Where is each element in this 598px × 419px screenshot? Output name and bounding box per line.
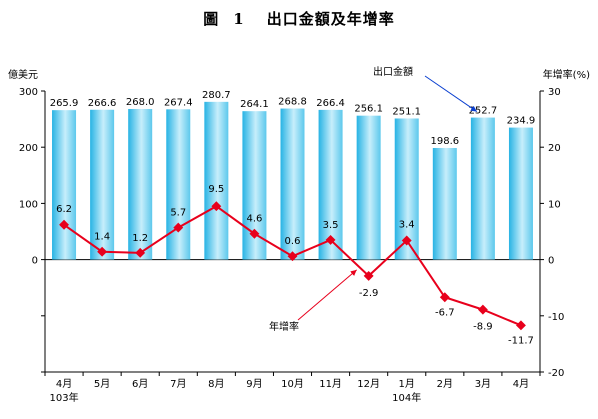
x-tick-label: 10月 <box>281 378 304 390</box>
annotation-export-label: 出口金額 <box>373 65 413 78</box>
line-value-label: 9.5 <box>208 184 224 195</box>
bar-value-label: 252.7 <box>469 106 498 117</box>
x-tick-label: 11月 <box>319 378 342 390</box>
left-tick-label: 200 <box>19 143 38 154</box>
right-axis-title: 年增率(%) <box>543 68 590 81</box>
line-value-label: 5.7 <box>170 208 186 219</box>
bar-value-label: 268.8 <box>278 97 307 108</box>
line-value-label: 6.2 <box>56 204 72 215</box>
bar-value-label: 264.1 <box>240 99 269 110</box>
bar <box>90 109 115 260</box>
right-tick-label: 20 <box>548 143 561 154</box>
bar <box>128 108 153 260</box>
growth-point <box>439 292 450 303</box>
line-value-label: 1.4 <box>94 232 110 243</box>
bar-value-label: 268.0 <box>126 97 155 108</box>
growth-point <box>325 234 336 245</box>
growth-point <box>249 228 260 239</box>
title-text: 出口金額及年增率 <box>266 10 395 28</box>
growth-point <box>173 222 184 233</box>
right-tick-label: 10 <box>548 199 561 210</box>
line-value-label: -8.9 <box>473 322 493 333</box>
x-tick-label: 3月 <box>475 378 491 390</box>
bar-value-label: 198.6 <box>430 136 459 147</box>
growth-point <box>401 235 412 246</box>
annotation-growth-label: 年增率 <box>269 320 299 333</box>
bar <box>470 117 495 260</box>
bar-value-label: 251.1 <box>392 106 421 117</box>
line-value-label: 0.6 <box>285 236 301 247</box>
line-value-label: 4.6 <box>246 214 262 225</box>
left-axis-title: 億美元 <box>8 68 38 81</box>
x-tick-label: 12月 <box>357 378 380 390</box>
x-tick-label: 5月 <box>94 378 110 390</box>
bar <box>356 115 381 260</box>
right-tick-label: 0 <box>548 256 554 267</box>
growth-point <box>287 251 298 262</box>
growth-point <box>211 201 222 212</box>
data-labels: 265.9 266.6 268.0 267.4 280.7 264.1 268.8 266.4… <box>50 90 536 347</box>
right-tick-label: -10 <box>548 312 564 323</box>
bar-value-label: 267.4 <box>164 97 193 108</box>
line-series <box>59 201 526 331</box>
right-tick-label: -20 <box>548 368 564 379</box>
bar <box>166 109 191 260</box>
growth-point <box>516 320 526 331</box>
x-tick-label: 9月 <box>246 378 262 390</box>
bar <box>508 127 533 260</box>
title-prefix: 圖 <box>203 10 220 28</box>
x-year-label: 103年 <box>49 391 78 404</box>
line-value-label: 3.5 <box>323 220 339 231</box>
left-tick-label: 0 <box>32 256 38 267</box>
right-tick-label: 30 <box>548 87 561 98</box>
growth-point <box>363 270 374 281</box>
bar-value-label: 265.9 <box>50 98 79 109</box>
x-tick-label: 8月 <box>208 378 224 390</box>
bar-value-label: 266.6 <box>88 98 117 109</box>
line-value-label: -6.7 <box>435 307 455 318</box>
left-tick-label: 100 <box>19 199 38 210</box>
x-tick-label: 2月 <box>437 378 453 390</box>
annotation-export-arrow <box>424 75 478 112</box>
growth-point <box>59 219 69 230</box>
x-year-label: 104年 <box>392 391 421 404</box>
line-value-label: 3.4 <box>399 219 415 230</box>
x-tick-label: 7月 <box>170 378 186 390</box>
line-value-label: 1.2 <box>132 233 148 244</box>
line-value-label: -11.7 <box>508 335 534 346</box>
left-tick-label: 300 <box>19 87 38 98</box>
bar <box>204 101 229 260</box>
bar-value-label: 280.7 <box>202 90 231 101</box>
x-tick-label: 1月 <box>399 378 415 390</box>
bar <box>318 109 343 260</box>
bar-value-label: 256.1 <box>354 104 383 115</box>
x-tick-label: 4月 <box>513 378 529 390</box>
bar <box>280 108 305 260</box>
x-tick-label: 4月 <box>56 378 72 390</box>
bar-value-label: 234.9 <box>507 116 536 127</box>
bar-value-label: 266.4 <box>316 98 345 109</box>
bar <box>52 110 77 260</box>
line-value-label: -2.9 <box>359 288 379 299</box>
chart-title: 圖 1 出口金額及年增率 <box>0 8 598 29</box>
bar-series <box>52 101 533 260</box>
growth-point <box>135 247 146 258</box>
bar <box>432 147 457 260</box>
growth-point <box>97 246 108 257</box>
annotation-growth-arrow <box>297 269 357 321</box>
x-tick-label: 6月 <box>132 378 148 390</box>
growth-point <box>477 304 488 315</box>
title-number: 1 <box>233 10 245 28</box>
